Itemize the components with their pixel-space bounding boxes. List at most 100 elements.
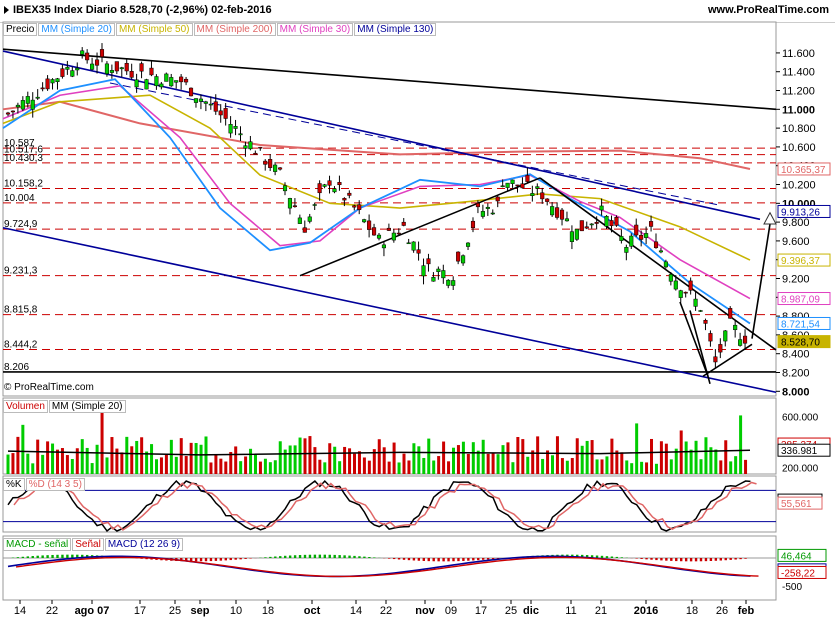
- price-tag: 9.396,37: [781, 256, 820, 267]
- x-axis-label: oct: [304, 605, 321, 617]
- candle-body: [25, 96, 30, 104]
- macd-histogram-bar: [244, 558, 247, 559]
- volume-bar: [560, 458, 564, 474]
- candle-body: [624, 247, 629, 253]
- candle-body: [535, 186, 540, 189]
- volume-bar: [199, 444, 203, 474]
- price-legend-item[interactable]: MM (Simple 30): [276, 23, 354, 36]
- volume-bar: [659, 441, 663, 474]
- candle-body: [287, 198, 293, 209]
- candle-body: [728, 308, 733, 319]
- candle-body: [525, 175, 530, 182]
- price-legend-item[interactable]: Precio: [3, 23, 38, 36]
- volume-bar: [699, 459, 703, 474]
- candle-body: [104, 63, 109, 74]
- x-axis-label: 18: [262, 605, 274, 617]
- macd-histogram-bar: [699, 558, 703, 562]
- price-legend-item[interactable]: MM (Simple 130): [354, 23, 437, 36]
- candle-body: [124, 63, 129, 72]
- candle-body: [193, 98, 199, 103]
- candle-body: [614, 217, 619, 226]
- candle-body: [85, 52, 90, 61]
- volume-bar: [333, 446, 337, 474]
- volume-bar: [115, 448, 119, 474]
- candle-body: [500, 185, 505, 188]
- volume-bar: [654, 463, 658, 474]
- volume-bar: [585, 440, 589, 474]
- volume-bar: [382, 447, 386, 474]
- price-legend-item[interactable]: MM (Simple 200): [193, 23, 276, 36]
- candle-body: [282, 185, 288, 192]
- macd-histogram-bar: [288, 555, 292, 558]
- macd-histogram-bar: [704, 558, 708, 562]
- macd-histogram-bar: [605, 556, 609, 558]
- candle-body: [179, 76, 184, 83]
- price-legend-item[interactable]: MM (Simple 20): [38, 23, 115, 36]
- macd-histogram-bar: [600, 555, 604, 558]
- candle-body: [678, 290, 683, 298]
- x-axis-label: 25: [169, 605, 181, 617]
- expand-arrow-icon[interactable]: [4, 6, 9, 15]
- volume-bar: [174, 456, 178, 474]
- volume-tag: 336.981: [781, 446, 818, 457]
- macd-histogram-bar: [482, 558, 485, 560]
- trend-line: [2, 48, 777, 111]
- level-label: 8.815,8: [4, 305, 38, 316]
- volume-legend-item[interactable]: Volumen: [3, 400, 48, 413]
- candle-body: [713, 356, 718, 363]
- volume-bar: [145, 451, 149, 474]
- volume-bar: [150, 444, 154, 474]
- macd-histogram-bar: [665, 558, 668, 561]
- volume-bar: [501, 445, 505, 474]
- site-url[interactable]: www.ProRealTime.com: [707, 4, 829, 16]
- x-axis-label: ago 07: [75, 605, 110, 617]
- volume-bar: [635, 423, 639, 474]
- macd-histogram-bar: [397, 558, 401, 560]
- macd-histogram-bar: [670, 558, 673, 561]
- macd-legend-item[interactable]: MACD - señal: [3, 538, 72, 551]
- volume-legend-item[interactable]: MM (Simple 20): [48, 400, 126, 413]
- macd-legend-item[interactable]: MACD (12 26 9): [104, 538, 184, 551]
- candle-body: [649, 221, 654, 227]
- macd-histogram-bar: [51, 554, 54, 558]
- volume-bar: [575, 438, 579, 474]
- macd-histogram-bar: [303, 554, 307, 558]
- volume-bar: [75, 448, 79, 474]
- stoch-legend-item[interactable]: %D (14 3 5): [25, 478, 85, 491]
- price-legend: Precio MM (Simple 20) MM (Simple 50) MM (Si…: [3, 23, 437, 36]
- candle-body: [421, 265, 426, 277]
- macd-histogram-bar: [189, 558, 193, 562]
- price-legend-item[interactable]: MM (Simple 50): [115, 23, 193, 36]
- macd-histogram-bar: [684, 558, 688, 562]
- macd-histogram-bar: [615, 556, 619, 558]
- macd-histogram-bar: [308, 554, 312, 558]
- candle-body: [743, 335, 748, 344]
- macd-histogram-bar: [675, 558, 678, 562]
- candle-body: [94, 59, 100, 66]
- price-tag: 8.987,09: [781, 295, 820, 306]
- volume-bar: [372, 449, 376, 474]
- volume-bar: [432, 460, 436, 474]
- macd-axis-label: -500: [782, 582, 802, 593]
- price-axis-label: 9.800: [782, 217, 810, 229]
- volume-bar: [664, 443, 668, 474]
- macd-histogram-bar: [650, 558, 653, 560]
- volume-bar: [491, 453, 495, 474]
- macd-legend-item[interactable]: Señal: [72, 538, 104, 551]
- macd-histogram-bar: [194, 558, 198, 562]
- volume-sma-line: [7, 449, 751, 456]
- macd-histogram-bar: [264, 557, 267, 558]
- macd-histogram-bar: [407, 558, 411, 561]
- candle-body: [20, 100, 25, 110]
- stoch-legend-item[interactable]: %K: [3, 478, 25, 491]
- candle-body: [569, 231, 574, 242]
- candle-body: [609, 220, 614, 227]
- volume-bar: [437, 456, 441, 474]
- macd-histogram-bar: [645, 558, 648, 560]
- macd-histogram-bar: [284, 555, 287, 558]
- volume-bar: [219, 458, 223, 474]
- trend-line: [751, 223, 771, 339]
- macd-histogram-bar: [323, 554, 326, 558]
- macd-histogram-bar: [472, 558, 475, 561]
